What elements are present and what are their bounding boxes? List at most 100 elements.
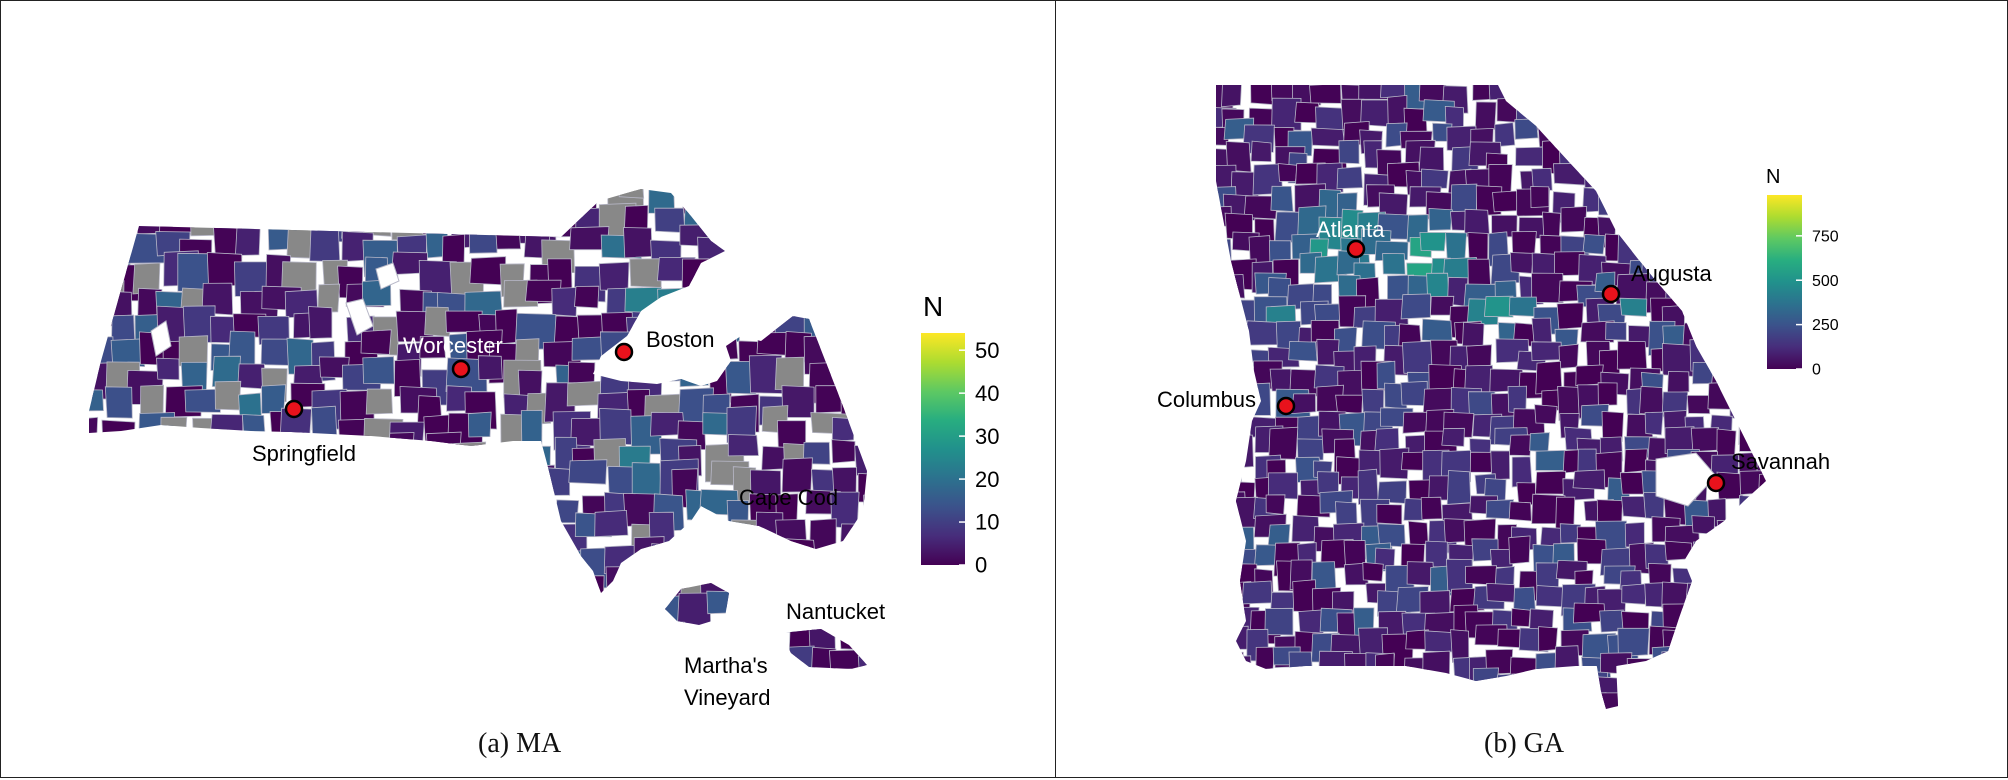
ma-zip-region xyxy=(467,602,511,634)
legend-tick-label: 20 xyxy=(975,467,999,492)
ma-zip-region xyxy=(421,514,456,549)
ma-zip-region xyxy=(629,676,656,702)
ma-zip-region xyxy=(686,525,720,549)
ma-zip-region xyxy=(682,189,707,215)
ma-zip-region xyxy=(854,445,867,477)
ma-zip-region xyxy=(573,575,605,609)
ma-zip-region xyxy=(833,546,867,583)
ga-zip-region xyxy=(1557,679,1592,704)
ga-zip-region xyxy=(1288,651,1313,675)
ma-zip-region xyxy=(104,386,133,419)
ma-zip-region xyxy=(763,251,801,286)
city-label-boston: Boston xyxy=(646,327,715,352)
ma-zip-region xyxy=(524,189,566,201)
ma-zip-region xyxy=(217,620,247,660)
ma-zip-region xyxy=(706,590,736,615)
ga-zip-region xyxy=(1644,582,1665,608)
ma-zip-region xyxy=(786,275,818,300)
ma-zip-region xyxy=(676,592,712,632)
ga-zip-region xyxy=(1755,563,1766,598)
ma-zip-region xyxy=(547,467,571,496)
ma-zip-region xyxy=(332,189,369,204)
ma-zip-region xyxy=(449,441,487,480)
ga-zip-region xyxy=(1216,518,1226,538)
ga-zip-region xyxy=(1228,410,1253,435)
ga-zip-region xyxy=(1728,520,1748,554)
ga-zip-region xyxy=(1374,652,1395,690)
ga-zip-region xyxy=(1717,185,1748,213)
ga-zip-region xyxy=(1627,94,1660,119)
ga-zip-region xyxy=(1421,692,1449,709)
ga-zip-region xyxy=(1277,163,1298,182)
ma-zip-region xyxy=(400,467,428,492)
ma-zip-region xyxy=(184,388,223,413)
ga-zip-region xyxy=(1690,118,1716,141)
ga-zip-region xyxy=(1605,322,1627,341)
ga-zip-region xyxy=(1449,680,1473,702)
ga-zip-region xyxy=(1216,651,1245,683)
ma-zip-region xyxy=(673,544,697,575)
ma-zip-region xyxy=(106,541,140,565)
ga-zip-region xyxy=(1755,604,1766,638)
ga-zip-region xyxy=(1535,562,1560,589)
region-label-marthas-vineyard-line1: Martha's xyxy=(684,653,768,678)
ma-zip-region xyxy=(362,356,395,385)
ma-zip-region xyxy=(495,224,522,250)
ga-zip-region xyxy=(1224,496,1258,529)
ma-zip-region xyxy=(834,336,867,373)
ga-zip-region xyxy=(1690,427,1720,453)
ga-zip-region xyxy=(1361,697,1384,709)
ga-zip-region xyxy=(1737,344,1763,371)
ma-zip-region xyxy=(287,671,320,695)
ma-zip-region xyxy=(734,543,765,573)
ma-zip-region xyxy=(865,362,867,393)
ga-zip-region xyxy=(1673,102,1695,126)
ma-zip-region xyxy=(164,649,202,669)
ga-zip-region xyxy=(1622,162,1657,193)
ma-zip-region xyxy=(442,492,474,516)
ma-zip-region xyxy=(107,577,148,611)
ga-zip-region xyxy=(1644,411,1664,436)
ga-zip-region xyxy=(1597,85,1624,115)
ma-zip-region xyxy=(520,494,550,522)
ma-zip-region xyxy=(761,209,797,249)
ga-zip-region xyxy=(1264,607,1294,636)
legend-tick-label: 0 xyxy=(1812,362,1821,379)
caption-ma: (a) MA xyxy=(478,728,562,759)
ma-zip-region xyxy=(112,495,138,529)
ga-zip-region xyxy=(1555,106,1587,132)
ga-zip-region xyxy=(1539,695,1574,709)
ga-zip-region xyxy=(1733,561,1763,585)
ga-zip-region xyxy=(1732,652,1756,675)
ga-zip-region xyxy=(1734,99,1766,122)
ma-zip-region xyxy=(518,627,546,656)
ma-zip-region xyxy=(89,565,110,604)
ga-zip-region xyxy=(1618,150,1649,178)
ga-legend-title: N xyxy=(1766,166,1780,188)
ga-zip-region xyxy=(1560,206,1588,233)
ga-zip-region xyxy=(1706,253,1739,287)
ma-zip-region xyxy=(618,189,645,199)
ga-zip-region xyxy=(1224,344,1249,378)
ma-zip-region xyxy=(316,493,344,520)
legend-tick-label: 40 xyxy=(975,381,999,406)
ga-zip-region xyxy=(1241,580,1273,605)
ma-zip-region xyxy=(258,590,300,627)
ga-zip-region xyxy=(1400,380,1428,407)
ga-zip-region xyxy=(1531,272,1564,304)
ma-zip-region xyxy=(134,679,164,713)
ga-zip-region xyxy=(1216,282,1232,313)
ga-zip-region xyxy=(1421,672,1446,699)
ma-zip-region xyxy=(862,520,867,553)
ma-zip-region xyxy=(801,205,832,238)
ga-zip-region xyxy=(1511,231,1537,256)
ga-zip-region xyxy=(1271,97,1302,131)
ma-zip-region xyxy=(191,462,233,502)
ma-colorbar-legend: N 50 40 30 20 10 0 xyxy=(921,291,999,578)
ma-zip-region xyxy=(365,388,393,415)
ma-zip-region xyxy=(412,622,448,664)
ma-zip-region xyxy=(89,514,113,538)
ma-zip-region xyxy=(551,189,581,206)
ga-zip-region xyxy=(1755,103,1766,133)
marker-atlanta xyxy=(1346,239,1366,259)
